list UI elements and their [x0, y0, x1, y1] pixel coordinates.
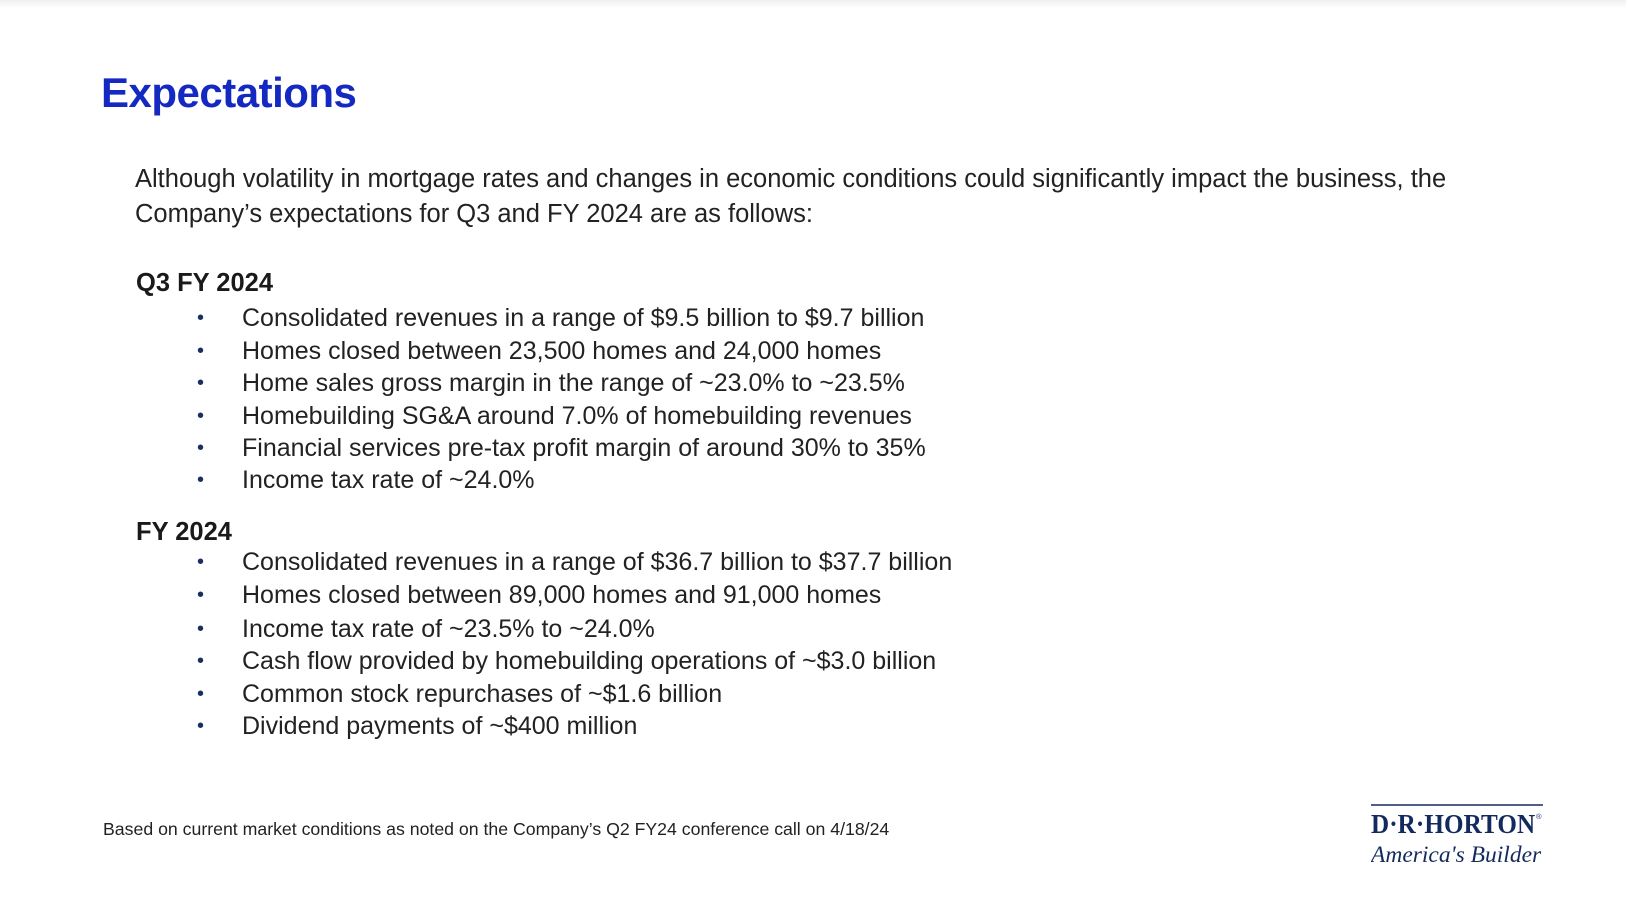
svg-text:®: ® — [1536, 812, 1542, 821]
svg-text:D·R·HORTON: D·R·HORTON — [1371, 809, 1535, 839]
svg-text:America's Builder: America's Builder — [1371, 842, 1542, 866]
